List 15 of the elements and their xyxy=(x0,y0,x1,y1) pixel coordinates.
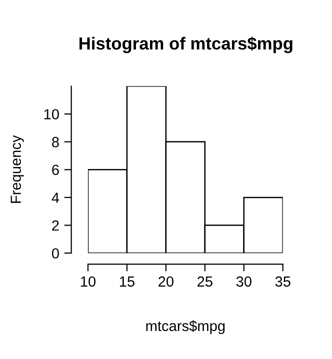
x-tick-label: 30 xyxy=(236,276,252,287)
x-tick-label: 15 xyxy=(120,276,134,287)
y-tick-label: 0 xyxy=(52,248,59,259)
x-axis-title: mtcars$mpg xyxy=(146,320,225,334)
chart-title: Histogram of mtcars$mpg xyxy=(80,36,292,54)
x-tick-label: 35 xyxy=(275,276,290,287)
y-tick-label: 4 xyxy=(52,192,60,203)
y-tick-label: 2 xyxy=(52,220,59,231)
x-tick-label: 10 xyxy=(80,276,96,287)
y-tick-label: 8 xyxy=(52,136,59,148)
y-tick-label: 10 xyxy=(44,109,59,120)
y-tick-label: 6 xyxy=(52,164,59,176)
y-axis-title: Frequency xyxy=(10,135,24,203)
x-tick-label: 20 xyxy=(158,276,174,287)
x-tick-label: 25 xyxy=(198,276,212,287)
